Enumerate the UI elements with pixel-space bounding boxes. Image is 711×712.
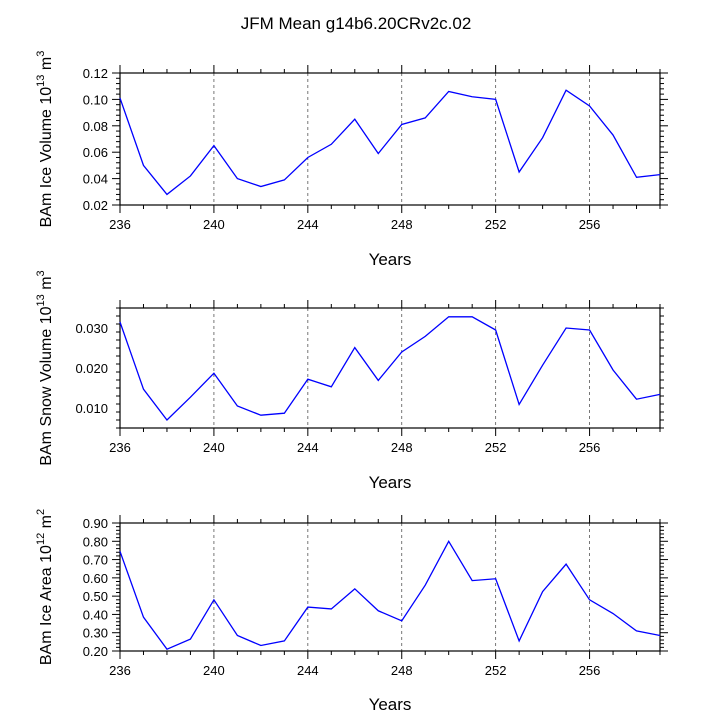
x-tick-label: 240 bbox=[203, 440, 225, 455]
x-tick-label: 236 bbox=[109, 217, 131, 232]
y-tick-label: 0.90 bbox=[83, 516, 108, 531]
x-axis-label: Years bbox=[369, 695, 412, 712]
series-line bbox=[119, 89, 661, 196]
x-tick-label: 244 bbox=[297, 217, 319, 232]
chart-title: JFM Mean g14b6.20CRv2c.02 bbox=[241, 14, 472, 33]
y-axis-label: BAm Ice Area 1012 m2 bbox=[35, 509, 55, 665]
y-tick-label: 0.020 bbox=[75, 361, 108, 376]
y-tick-label: 0.50 bbox=[83, 589, 108, 604]
y-tick-label: 0.40 bbox=[83, 607, 108, 622]
y-tick-label: 0.70 bbox=[83, 553, 108, 568]
series-line bbox=[119, 316, 661, 421]
x-tick-label: 244 bbox=[297, 440, 319, 455]
y-tick-label: 0.010 bbox=[75, 401, 108, 416]
y-tick-label: 0.02 bbox=[83, 198, 108, 213]
y-tick-label: 0.12 bbox=[83, 66, 108, 81]
y-tick-label: 0.06 bbox=[83, 145, 108, 160]
plot-frame bbox=[119, 522, 661, 652]
y-tick-label: 0.030 bbox=[75, 321, 108, 336]
y-tick-label: 0.20 bbox=[83, 644, 108, 659]
y-tick-label: 0.30 bbox=[83, 626, 108, 641]
x-axis-label: Years bbox=[369, 473, 412, 492]
x-tick-label: 248 bbox=[391, 440, 413, 455]
y-tick-label: 0.10 bbox=[83, 92, 108, 107]
y-tick-label: 0.60 bbox=[83, 571, 108, 586]
x-tick-label: 236 bbox=[109, 663, 131, 678]
x-tick-label: 240 bbox=[203, 663, 225, 678]
x-tick-label: 256 bbox=[579, 663, 601, 678]
x-tick-label: 256 bbox=[579, 440, 601, 455]
y-tick-label: 0.04 bbox=[83, 172, 108, 187]
x-axis-label: Years bbox=[369, 250, 412, 269]
y-tick-label: 0.80 bbox=[83, 534, 108, 549]
x-tick-label: 256 bbox=[579, 217, 601, 232]
plot-frame bbox=[119, 72, 661, 206]
x-tick-label: 248 bbox=[391, 217, 413, 232]
series-line bbox=[119, 539, 661, 650]
x-tick-label: 248 bbox=[391, 663, 413, 678]
x-tick-label: 252 bbox=[485, 663, 507, 678]
panel-3: 0.20 0.30 0.40 0.50 0.60 0.70 0.80 0.90 236 240 24… bbox=[35, 509, 668, 712]
y-tick-label: 0.08 bbox=[83, 119, 108, 134]
panel-1: 0.02 0.04 0.06 0.08 0.10 0.12 236 240 244 248 252 2… bbox=[35, 51, 668, 269]
plot-frame bbox=[119, 307, 661, 429]
x-tick-label: 252 bbox=[485, 440, 507, 455]
x-tick-label: 252 bbox=[485, 217, 507, 232]
x-tick-label: 244 bbox=[297, 663, 319, 678]
x-tick-label: 236 bbox=[109, 440, 131, 455]
panel-2: 0.010 0.020 0.030 236 240 244 248 252 256 Years BA… bbox=[35, 270, 664, 492]
x-tick-label: 240 bbox=[203, 217, 225, 232]
y-axis-label: BAm Ice Volume 1013 m3 bbox=[35, 51, 55, 228]
y-axis-label: BAm Snow Volume 1013 m3 bbox=[35, 270, 55, 465]
